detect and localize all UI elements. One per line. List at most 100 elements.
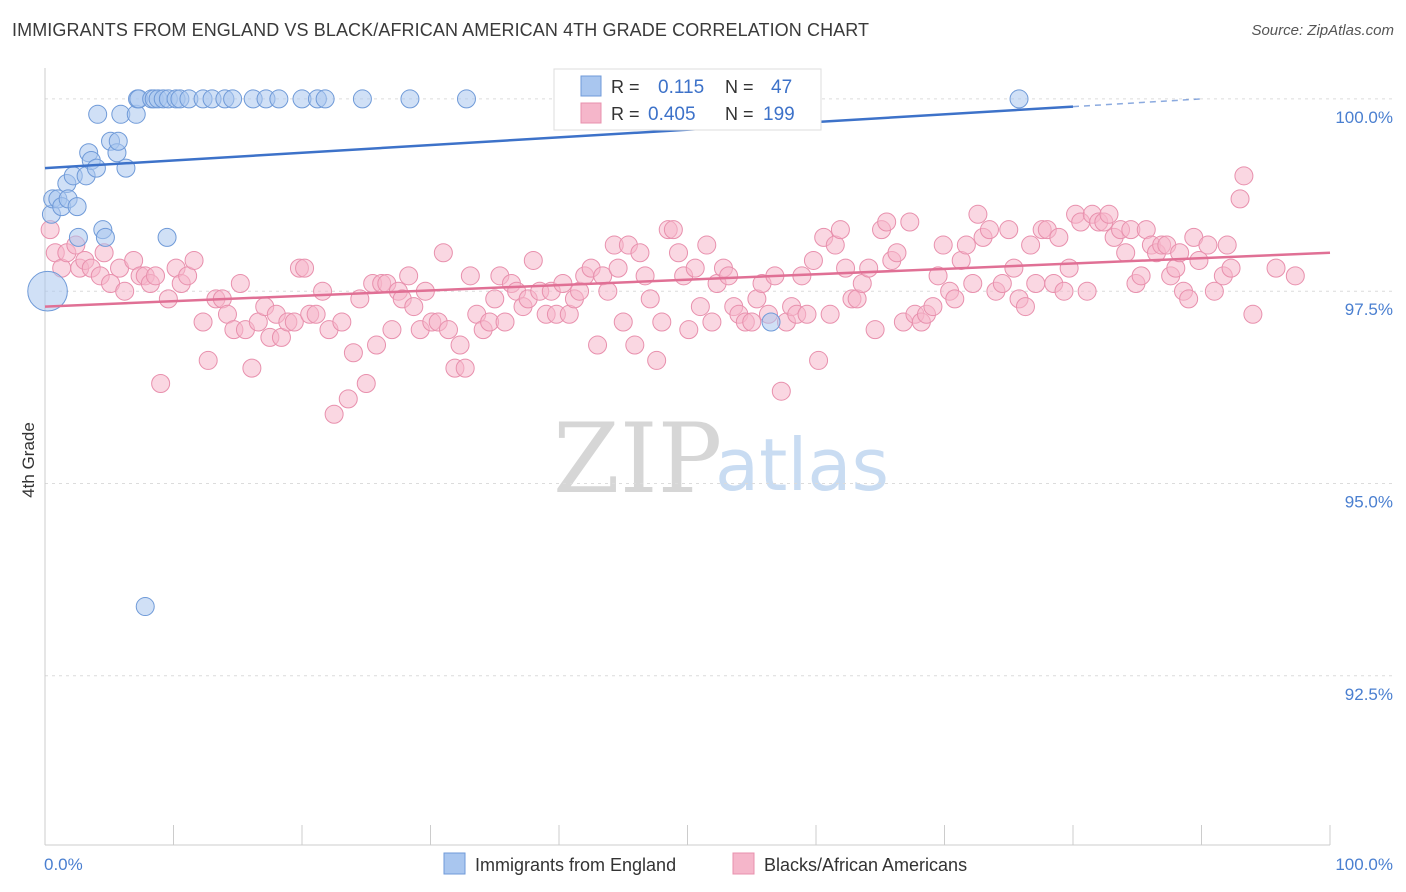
x-tick-label-left: 0.0% [44, 855, 83, 874]
stats-blue-r-label: R = [611, 77, 640, 97]
pink-point-174 [1049, 227, 1069, 247]
pink-point-130 [797, 304, 817, 324]
pink-point-142 [865, 320, 885, 340]
chart-title: IMMIGRANTS FROM ENGLAND VS BLACK/AFRICAN… [12, 20, 870, 40]
blue-point-45 [456, 89, 476, 109]
pink-point-131 [803, 250, 823, 270]
pink-point-136 [830, 220, 850, 240]
pink-point-74 [485, 289, 505, 309]
pink-point-116 [719, 266, 739, 286]
legend-swatch-blue[interactable] [443, 852, 466, 875]
watermark-zip: ZIP [553, 403, 722, 515]
pink-point-176 [1059, 258, 1079, 278]
pink-point-125 [771, 381, 791, 401]
blue-point-49 [157, 227, 177, 247]
legend-label-pink[interactable]: Blacks/African Americans [764, 855, 967, 875]
watermark-atlas: atlas [715, 423, 889, 507]
blue-point-0 [27, 270, 68, 312]
pink-point-141 [859, 258, 879, 278]
pink-point-210 [1266, 258, 1286, 278]
pink-point-201 [1189, 250, 1209, 270]
blue-point-47 [1009, 89, 1029, 109]
trend-lines [44, 98, 1331, 308]
stats-swatch-blue [580, 75, 602, 97]
pink-point-148 [900, 212, 920, 232]
blue-point-16 [95, 227, 115, 247]
pink-point-146 [887, 243, 907, 263]
chart-source: Source: ZipAtlas.com [1251, 22, 1394, 39]
stats-blue-n-label: N = [725, 77, 754, 97]
pink-point-47 [332, 312, 352, 332]
blue-point-14 [88, 104, 108, 124]
pink-point-100 [630, 243, 650, 263]
pink-point-113 [702, 312, 722, 332]
pink-point-189 [1131, 266, 1151, 286]
pink-point-107 [669, 243, 689, 263]
pink-point-70 [460, 266, 480, 286]
gridlines [45, 98, 1392, 677]
pink-point-43 [306, 304, 326, 324]
blue-trend-extension [1072, 98, 1202, 108]
blue-point-39 [269, 89, 289, 109]
pink-point-165 [999, 220, 1019, 240]
legend-label-blue[interactable]: Immigrants from England [475, 855, 676, 875]
stats-pink-r-value: 0.405 [648, 104, 696, 125]
pink-point-92 [588, 335, 608, 355]
pink-point-12 [115, 281, 135, 301]
blue-point-43 [352, 89, 372, 109]
pink-point-59 [399, 266, 419, 286]
pink-point-152 [923, 297, 943, 317]
pink-trend-line [44, 251, 1331, 308]
x-tick-label-right: 100.0% [1335, 855, 1393, 874]
pink-point-32 [242, 358, 262, 378]
pink-point-183 [1099, 204, 1119, 224]
pink-point-110 [685, 258, 705, 278]
pink-point-166 [1004, 258, 1024, 278]
pink-point-39 [284, 312, 304, 332]
pink-point-164 [992, 274, 1012, 294]
pink-point-159 [963, 274, 983, 294]
pink-point-94 [598, 281, 618, 301]
stats-pink-n-value: 199 [763, 104, 795, 125]
blue-point-44 [400, 89, 420, 109]
pink-point-18 [151, 374, 171, 394]
stats-pink-r-label: R = [611, 104, 640, 124]
pink-point-144 [877, 212, 897, 232]
pink-point-162 [979, 220, 999, 240]
series-blacks-african-americans [40, 166, 1305, 424]
pink-point-104 [652, 312, 672, 332]
pink-point-103 [647, 350, 667, 370]
pink-point-19 [158, 289, 178, 309]
pink-point-76 [495, 312, 515, 332]
pink-point-153 [928, 266, 948, 286]
axes [44, 68, 1331, 846]
pink-point-24 [193, 312, 213, 332]
pink-point-17 [146, 266, 166, 286]
pink-point-102 [640, 289, 660, 309]
tick-labels: 100.0% 97.5% 95.0% 92.5% 0.0% 100.0% [44, 108, 1393, 874]
pink-point-69 [455, 358, 475, 378]
pink-point-46 [324, 404, 344, 424]
pink-point-68 [450, 335, 470, 355]
pink-point-168 [1015, 297, 1035, 317]
pink-point-56 [382, 320, 402, 340]
y-tick-label-1: 97.5% [1345, 300, 1393, 319]
pink-point-106 [663, 220, 683, 240]
pink-point-132 [809, 350, 829, 370]
y-tick-label-0: 100.0% [1335, 108, 1393, 127]
stats-blue-r-value: 0.115 [658, 77, 704, 98]
pink-point-112 [697, 235, 717, 255]
legend-swatch-pink[interactable] [732, 852, 755, 875]
pink-point-206 [1221, 258, 1241, 278]
pink-point-211 [1285, 266, 1305, 286]
stats-blue-n-value: 47 [771, 77, 792, 98]
pink-point-156 [945, 289, 965, 309]
stats-pink-n-label: N = [725, 104, 754, 124]
blue-point-46 [761, 312, 781, 332]
pink-point-99 [625, 335, 645, 355]
pink-point-60 [404, 297, 424, 317]
pink-point-25 [198, 350, 218, 370]
pink-point-48 [338, 389, 358, 409]
pink-point-186 [1116, 243, 1136, 263]
